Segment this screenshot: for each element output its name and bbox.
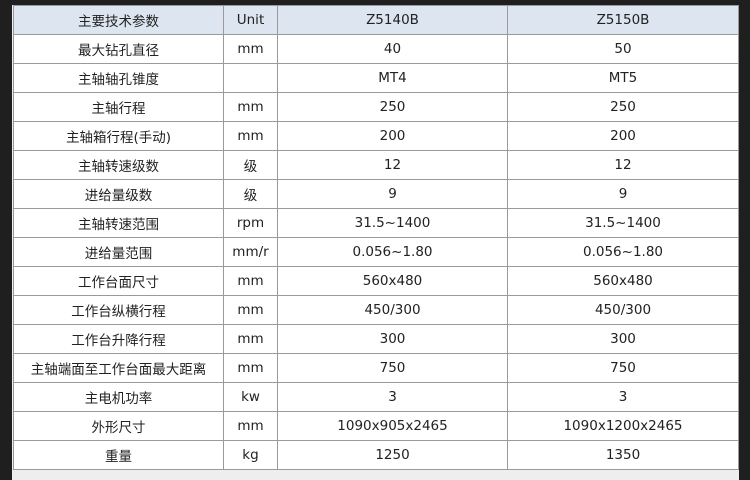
z5140b-value: 9 bbox=[277, 179, 508, 209]
unit: kg bbox=[223, 440, 278, 470]
z5150b-value: 1350 bbox=[507, 440, 739, 470]
z5150b-value: 3 bbox=[507, 382, 739, 412]
unit: mm bbox=[223, 266, 278, 296]
table-row: 主轴转速级数级 12 12 bbox=[13, 150, 739, 180]
table-row: 工作台纵横行程 mm 450/300 450/300 bbox=[13, 295, 739, 325]
spec-table: 主要技术参数 Unit Z5140B Z5150B 最大钻孔直径 mm 40 50 主轴… bbox=[13, 5, 739, 470]
table-row: 工作台面尺寸 mm 560x480 560x480 bbox=[13, 266, 739, 296]
z5150b-value: 300 bbox=[507, 324, 739, 354]
unit: mm bbox=[223, 411, 278, 441]
header-cell: Unit bbox=[223, 5, 278, 35]
z5150b-value: 560x480 bbox=[507, 266, 739, 296]
z5150b-value: MT5 bbox=[507, 63, 739, 93]
z5140b-value: 1250 bbox=[277, 440, 508, 470]
param-name: 主轴箱行程(手动) bbox=[13, 121, 224, 151]
param-name: 主轴转速级数 bbox=[13, 150, 224, 180]
z5140b-value: 750 bbox=[277, 353, 508, 383]
z5140b-value: 40 bbox=[277, 34, 508, 64]
z5150b-value: 31.5~1400 bbox=[507, 208, 739, 238]
z5150b-value: 200 bbox=[507, 121, 739, 151]
z5140b-value: 1090x905x2465 bbox=[277, 411, 508, 441]
param-name: 工作台面尺寸 bbox=[13, 266, 224, 296]
table-row: 主轴端面至工作台面最大距离 mm 750 750 bbox=[13, 353, 739, 383]
header-cell: Z5140B bbox=[277, 5, 508, 35]
unit: rpm bbox=[223, 208, 278, 238]
table-row: 主轴箱行程(手动) mm 200 200 bbox=[13, 121, 739, 151]
param-name: 主轴轴孔锥度 bbox=[13, 63, 224, 93]
table-row: 主轴转速范围 rpm 31.5~1400 31.5~1400 bbox=[13, 208, 739, 238]
param-name: 主轴转速范围 bbox=[13, 208, 224, 238]
spec-sheet: DMJ 主要技术参数 Unit Z5140B Z5150B 最大钻孔直径mm40… bbox=[12, 5, 739, 480]
z5150b-value: 450/300 bbox=[507, 295, 739, 325]
param-name: 外形尺寸 bbox=[13, 411, 224, 441]
z5140b-value: MT4 bbox=[277, 63, 508, 93]
param-name: 重量 bbox=[13, 440, 224, 470]
unit: kw bbox=[223, 382, 278, 412]
z5140b-value: 3 bbox=[277, 382, 508, 412]
unit: mm bbox=[223, 121, 278, 151]
header-cell: Z5150B bbox=[507, 5, 739, 35]
z5140b-value: 560x480 bbox=[277, 266, 508, 296]
z5150b-value: 1090x1200x2465 bbox=[507, 411, 739, 441]
header-cell: 主要技术参数 bbox=[13, 5, 224, 35]
table-row: 工作台升降行程 mm 300 300 bbox=[13, 324, 739, 354]
table-row: 重量 kg 1250 1350 bbox=[13, 440, 739, 470]
z5140b-value: 200 bbox=[277, 121, 508, 151]
unit bbox=[223, 63, 278, 93]
param-name: 进给量级数 bbox=[13, 179, 224, 209]
header-row: 主要技术参数 Unit Z5140B Z5150B bbox=[13, 5, 739, 35]
table-row: 进给量范围 mm/r 0.056~1.80 0.056~1.80 bbox=[13, 237, 739, 267]
unit: mm bbox=[223, 34, 278, 64]
z5140b-value: 450/300 bbox=[277, 295, 508, 325]
unit: mm bbox=[223, 92, 278, 122]
param-name: 工作台升降行程 bbox=[13, 324, 224, 354]
z5150b-value: 9 bbox=[507, 179, 739, 209]
unit: mm bbox=[223, 324, 278, 354]
unit: 级 bbox=[223, 179, 278, 209]
z5150b-value: 50 bbox=[507, 34, 739, 64]
table-row: 最大钻孔直径 mm 40 50 bbox=[13, 34, 739, 64]
param-name: 主电机功率 bbox=[13, 382, 224, 412]
table-row: 主电机功率 kw 3 3 bbox=[13, 382, 739, 412]
z5150b-value: 250 bbox=[507, 92, 739, 122]
z5140b-value: 31.5~1400 bbox=[277, 208, 508, 238]
table-row: 进给量级数级 9 9 bbox=[13, 179, 739, 209]
param-name: 主轴行程 bbox=[13, 92, 224, 122]
z5140b-value: 0.056~1.80 bbox=[277, 237, 508, 267]
table-row: 主轴轴孔锥度 MT4 MT5 bbox=[13, 63, 739, 93]
z5150b-value: 12 bbox=[507, 150, 739, 180]
z5150b-value: 0.056~1.80 bbox=[507, 237, 739, 267]
z5140b-value: 12 bbox=[277, 150, 508, 180]
unit: 级 bbox=[223, 150, 278, 180]
unit: mm/r bbox=[223, 237, 278, 267]
table-row: 主轴行程 mm 250 250 bbox=[13, 92, 739, 122]
table-row: 外形尺寸 mm 1090x905x2465 1090x1200x2465 bbox=[13, 411, 739, 441]
param-name: 工作台纵横行程 bbox=[13, 295, 224, 325]
z5140b-value: 250 bbox=[277, 92, 508, 122]
z5150b-value: 750 bbox=[507, 353, 739, 383]
unit: mm bbox=[223, 353, 278, 383]
z5140b-value: 300 bbox=[277, 324, 508, 354]
param-name: 进给量范围 bbox=[13, 237, 224, 267]
param-name: 主轴端面至工作台面最大距离 bbox=[13, 353, 224, 383]
param-name: 最大钻孔直径 bbox=[13, 34, 224, 64]
unit: mm bbox=[223, 295, 278, 325]
